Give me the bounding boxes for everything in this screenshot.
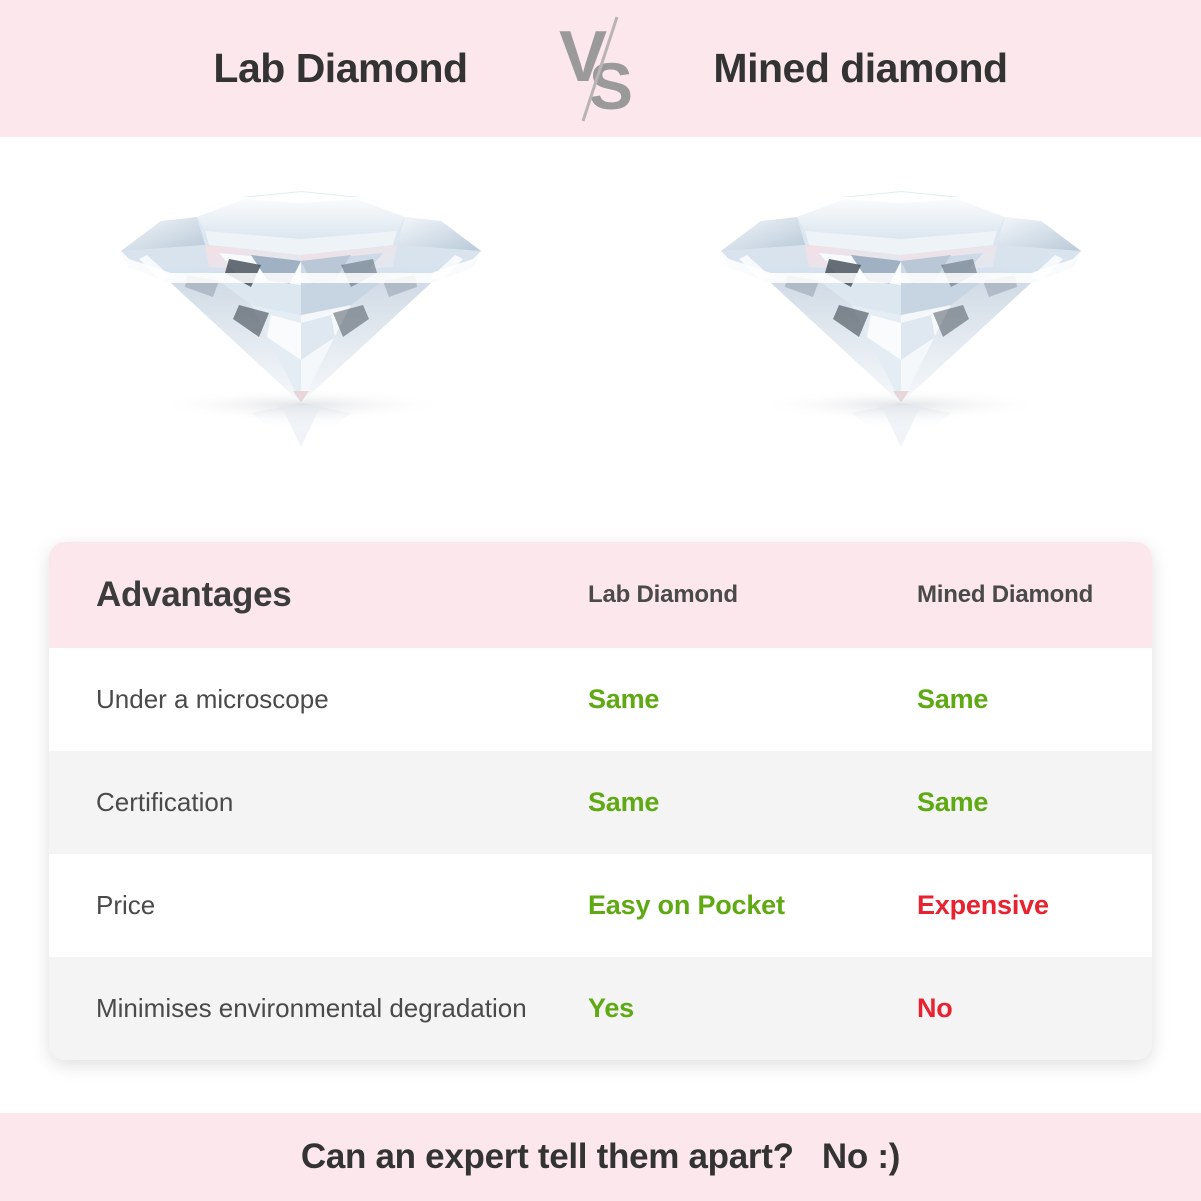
row-feature-label: Minimises environmental degradation	[96, 992, 527, 1023]
header-left-title: Lab Diamond	[213, 45, 468, 91]
table-row: Under a microscope Same Same	[49, 648, 1152, 751]
row-feature-cell: Certification	[49, 751, 542, 854]
svg-text:S: S	[589, 49, 633, 123]
header-right-title: Mined diamond	[713, 45, 1008, 91]
row-feature-label: Certification	[96, 786, 234, 817]
column-header-lab: Lab Diamond	[588, 581, 738, 608]
table-row: Minimises environmental degradation Yes …	[49, 957, 1152, 1060]
header-band: Lab Diamond V S Mined diamond	[0, 0, 1201, 137]
header-cell-lab: Lab Diamond	[542, 542, 871, 648]
table-row: Price Easy on Pocket Expensive	[49, 854, 1152, 957]
row-lab-cell: Same	[542, 648, 871, 751]
table-row: Certification Same Same	[49, 751, 1152, 854]
svg-text:V: V	[559, 17, 607, 97]
footer-question: Can an expert tell them apart? No :)	[300, 1137, 901, 1176]
vs-icon: V S	[559, 16, 633, 123]
vs-badge: V S	[541, 9, 661, 129]
footer-band: Can an expert tell them apart? No :)	[0, 1113, 1201, 1201]
column-header-mined: Mined Diamond	[917, 581, 1094, 608]
row-feature-label: Under a microscope	[96, 683, 329, 714]
column-header-advantages: Advantages	[96, 575, 292, 614]
comparison-table-card: Advantages Lab Diamond Mined Diamond Und…	[49, 542, 1152, 1060]
row-lab-cell: Same	[542, 751, 871, 854]
row-mined-value: No	[917, 993, 953, 1023]
row-mined-cell: Same	[871, 648, 1152, 751]
mined-diamond-image	[601, 137, 1201, 537]
row-mined-cell: No	[871, 957, 1152, 1060]
row-feature-cell: Under a microscope	[49, 648, 542, 751]
diamond-gallery	[0, 137, 1201, 537]
diamond-icon	[720, 191, 1081, 447]
lab-diamond-image	[1, 137, 601, 537]
header-cell-feature: Advantages	[49, 542, 542, 648]
row-mined-value: Same	[917, 787, 989, 817]
row-mined-cell: Expensive	[871, 854, 1152, 957]
row-lab-value: Same	[588, 787, 660, 817]
row-lab-value: Yes	[588, 993, 634, 1023]
row-feature-cell: Price	[49, 854, 542, 957]
table-header-row: Advantages Lab Diamond Mined Diamond	[49, 542, 1152, 648]
row-mined-cell: Same	[871, 751, 1152, 854]
row-mined-value: Expensive	[917, 890, 1049, 920]
row-mined-value: Same	[917, 684, 989, 714]
row-lab-value: Easy on Pocket	[588, 890, 785, 920]
row-lab-value: Same	[588, 684, 660, 714]
diamond-icon	[120, 191, 481, 447]
row-feature-cell: Minimises environmental degradation	[49, 957, 542, 1060]
header-cell-mined: Mined Diamond	[871, 542, 1152, 648]
row-lab-cell: Yes	[542, 957, 871, 1060]
row-feature-label: Price	[96, 889, 156, 920]
row-lab-cell: Easy on Pocket	[542, 854, 871, 957]
